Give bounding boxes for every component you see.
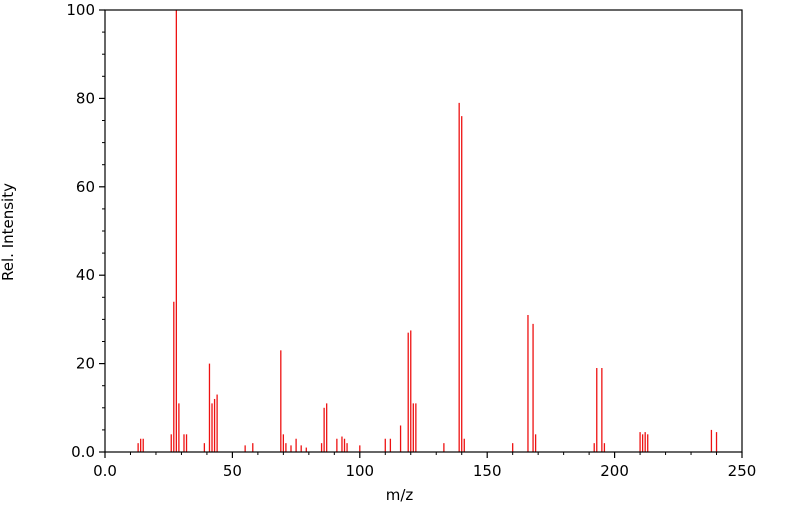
y-tick-label: 0.0	[71, 443, 95, 461]
y-tick-label: 60	[76, 178, 95, 196]
y-tick-label: 80	[76, 89, 95, 107]
x-tick-label: 150	[473, 462, 502, 480]
y-tick-label: 40	[76, 266, 95, 284]
x-tick-label: 200	[600, 462, 629, 480]
x-axis-label: m/z	[385, 486, 414, 504]
x-tick-label: 100	[345, 462, 374, 480]
x-tick-label: 50	[223, 462, 242, 480]
y-axis-label: Rel. Intensity	[0, 183, 17, 281]
plot-frame	[104, 9, 743, 453]
y-tick-label: 20	[76, 355, 95, 373]
x-tick-label: 250	[728, 462, 757, 480]
y-tick-label: 100	[66, 1, 95, 19]
x-tick-label: 0.0	[93, 462, 117, 480]
